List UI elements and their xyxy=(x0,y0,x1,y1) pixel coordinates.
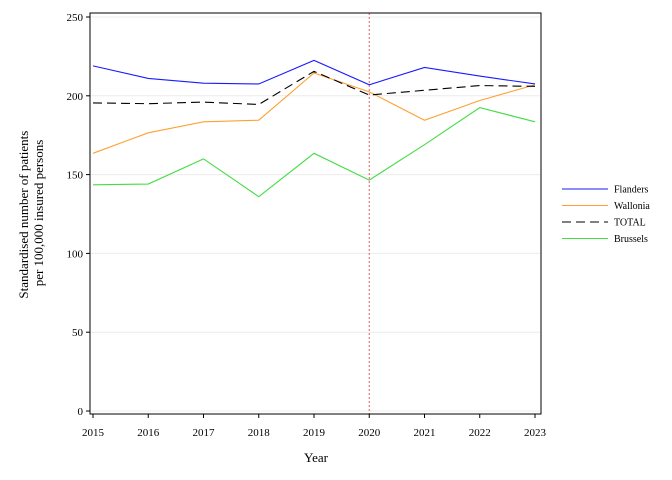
series-lines xyxy=(92,59,536,198)
x-tick-label-2021: 2021 xyxy=(414,427,436,439)
y-tick-label-0: 0 xyxy=(78,406,84,418)
legend-label-flanders: Flanders xyxy=(614,185,649,196)
series-line-wallonia xyxy=(92,72,536,154)
legend-label-wallonia: Wallonia xyxy=(614,201,650,212)
series-line-total xyxy=(92,70,536,106)
y-tick-label-50: 50 xyxy=(72,327,84,339)
y-axis-title-line-2: per 100,000 insured persons xyxy=(31,140,46,287)
x-axis-title: Year xyxy=(304,450,329,465)
axes: 0 50 100 150 200 250 2015 2016 2017 2018 2019 2020 2… xyxy=(67,12,547,439)
legend: Flanders Wallonia TOTAL Brussels xyxy=(562,185,650,245)
x-tick-label-2020: 2020 xyxy=(358,427,381,439)
x-tick-label-2015: 2015 xyxy=(82,427,105,439)
grid-lines xyxy=(91,16,540,412)
series-line-brussels xyxy=(92,107,536,198)
x-tick-label-2023: 2023 xyxy=(524,427,547,439)
x-tick-label-2022: 2022 xyxy=(469,427,491,439)
x-tick-label-2019: 2019 xyxy=(303,427,326,439)
x-tick-label-2016: 2016 xyxy=(137,427,160,439)
legend-label-total: TOTAL xyxy=(614,218,646,229)
legend-label-brussels: Brussels xyxy=(614,234,648,245)
x-tick-label-2017: 2017 xyxy=(193,427,216,439)
y-axis-title-line-1: Standardised number of patients xyxy=(16,131,31,299)
y-tick-label-100: 100 xyxy=(67,248,84,260)
y-axis-title: Standardised number of patients per 100,… xyxy=(16,127,46,298)
y-tick-label-250: 250 xyxy=(67,12,84,24)
plot-frame xyxy=(89,12,542,415)
series-line-flanders xyxy=(92,59,536,86)
x-tick-label-2018: 2018 xyxy=(248,427,271,439)
y-tick-label-200: 200 xyxy=(67,91,84,103)
y-tick-label-150: 150 xyxy=(67,170,84,182)
